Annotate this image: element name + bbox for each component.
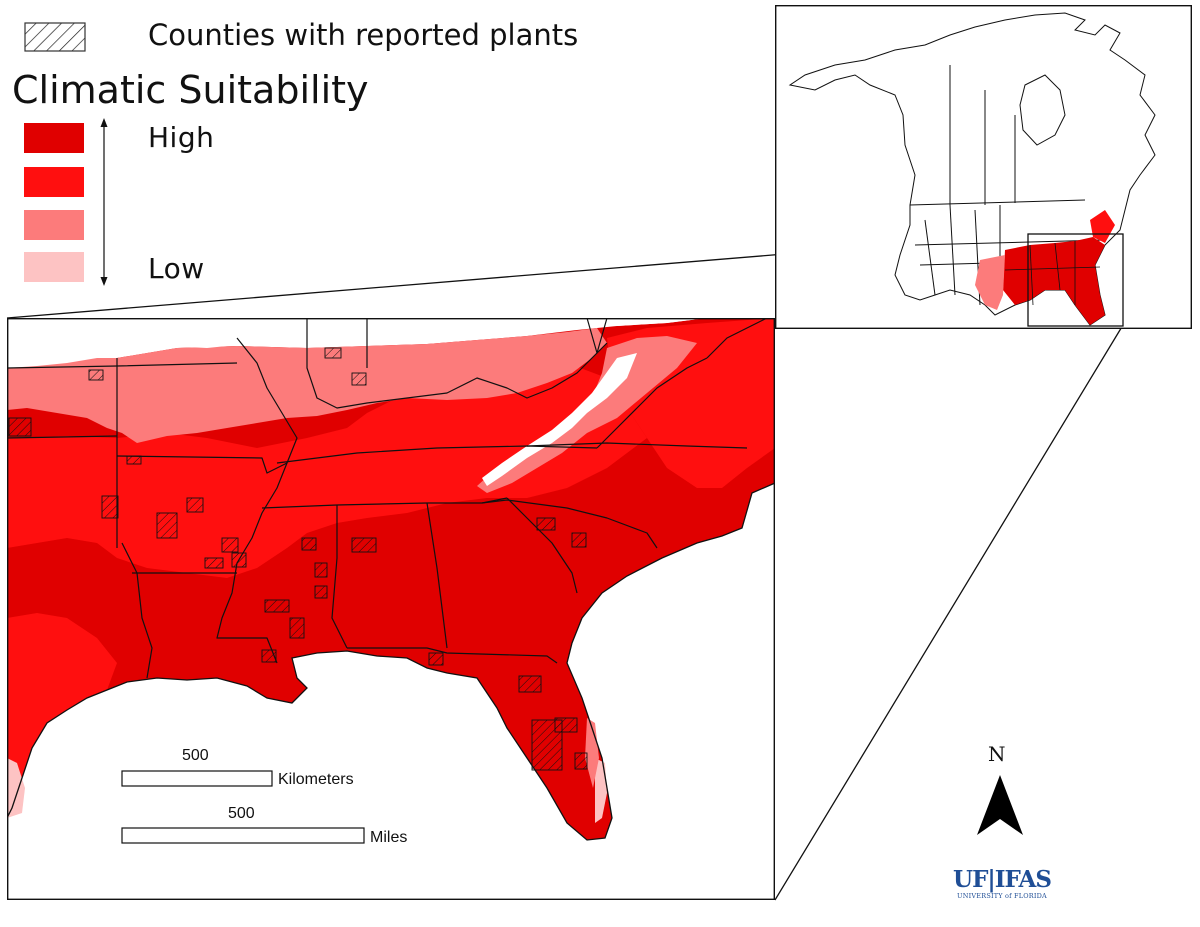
- state-borders: [7, 318, 768, 679]
- legend-swatch-medium-low: [24, 210, 84, 240]
- legend-swatch-high: [24, 123, 84, 153]
- reported-counties: [8, 347, 588, 771]
- inset-suitable-ne: [1090, 210, 1115, 243]
- fl-east-medium-low: [585, 718, 599, 788]
- legend-swatch-medium-high: [24, 167, 84, 197]
- main-suitability-map: [7, 318, 775, 900]
- legend-high-label: High: [148, 121, 215, 154]
- scale-bar-km: [121, 770, 273, 787]
- legend-title: Climatic Suitability: [12, 68, 369, 112]
- legend-swatch-low: [24, 252, 84, 282]
- scale-km-value: 500: [182, 747, 209, 764]
- ufifas-logo: UF|IFAS UNIVERSITY of FLORIDA: [952, 866, 1052, 901]
- land-medium-low: [7, 328, 607, 443]
- area-unsuitable-north: [7, 318, 775, 368]
- inset-north-america-map: [775, 5, 1192, 329]
- inset-suitable-area-pink: [975, 255, 1005, 310]
- logo-subtitle: UNIVERSITY of FLORIDA: [957, 892, 1047, 900]
- north-label: N: [988, 742, 1006, 766]
- tx-coast-low: [7, 758, 25, 818]
- scale-mi-unit: Miles: [370, 829, 408, 846]
- scale-mi-value: 500: [228, 805, 255, 822]
- hudson-bay: [1019, 74, 1066, 146]
- land-medium-high-south-tx: [7, 613, 117, 818]
- coastline: [7, 482, 775, 841]
- scale-km-unit: Kilometers: [278, 771, 354, 788]
- hatch-legend-label: Counties with reported plants: [148, 18, 579, 52]
- legend: Counties with reported plants Climatic S…: [0, 0, 600, 300]
- legend-double-arrow: [100, 118, 108, 286]
- logo-wordmark: UF|IFAS: [953, 866, 1052, 893]
- inset-extent-box: [1027, 233, 1124, 327]
- scale-bar-mi: [121, 827, 365, 844]
- ridge-low: [482, 353, 637, 486]
- hatch-swatch: [24, 22, 86, 52]
- legend-low-label: Low: [148, 252, 205, 285]
- fl-tip-low: [595, 758, 607, 823]
- north-arrow-icon: [977, 775, 1023, 835]
